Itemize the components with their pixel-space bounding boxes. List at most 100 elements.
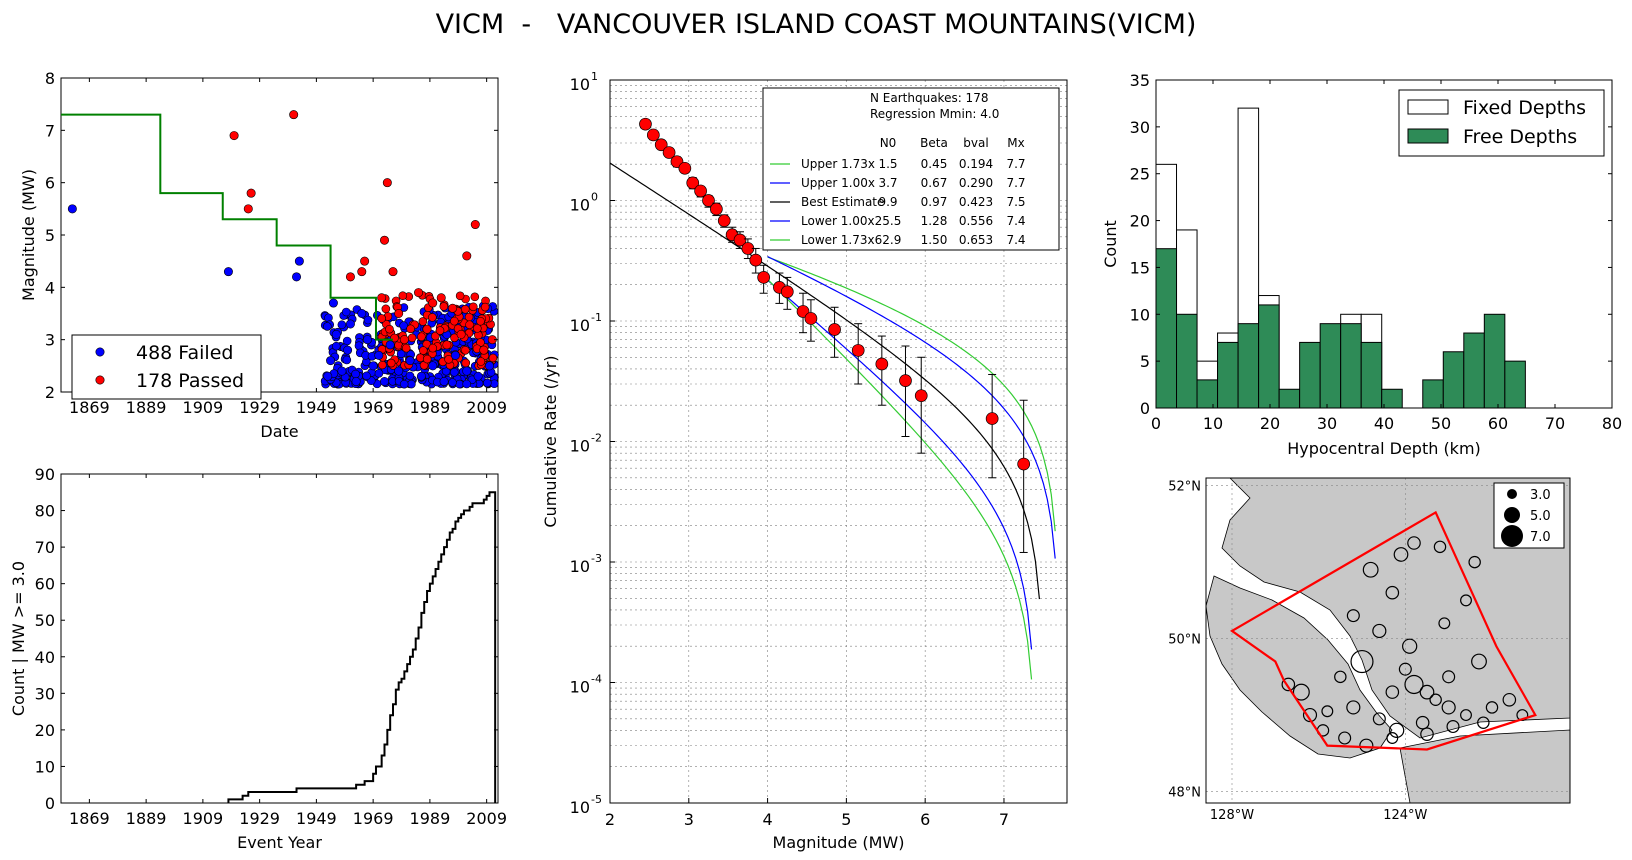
longitude-label: 128°W: [1210, 808, 1254, 823]
passed-point: [377, 293, 387, 303]
free-depth-bar: [1196, 379, 1219, 409]
passed-point: [418, 346, 428, 355]
legend-label: 178 Passed: [136, 370, 244, 392]
model-curve: [767, 256, 1056, 559]
failed-point: [351, 377, 361, 387]
failed-point: [328, 298, 338, 308]
legend-value: 7.7: [1006, 176, 1025, 190]
y-tick-label: 15: [1130, 258, 1150, 277]
free-depth-bar: [1278, 388, 1301, 409]
observed-point: [702, 194, 715, 207]
failed-point: [362, 335, 372, 345]
failed-point: [394, 366, 404, 376]
y-tick-exponent: -5: [591, 793, 602, 806]
cumulative-count-panel: 1869 1889 1909 1929 1949 1969 1989 2009 0 10 20 30 4…: [9, 465, 507, 852]
epicenter-marker: [1477, 716, 1490, 729]
legend-value: 25.5: [875, 214, 902, 228]
free-depth-bar: [1299, 341, 1321, 409]
passed-point: [418, 317, 428, 326]
x-tick-label: 1889: [126, 809, 167, 828]
model-curve: [609, 162, 1041, 600]
depth-histogram-panel: 0 10 20 30 40 50 60 70 80 0 5 10 15 20 25 30 35 Hypocentr…: [1101, 71, 1622, 458]
legend-label: Upper 1.73x: [801, 157, 875, 171]
epicenter-marker: [1359, 738, 1374, 753]
passed-point: [428, 298, 438, 308]
size-legend-label: 7.0: [1530, 530, 1551, 545]
failed-point: [292, 272, 302, 282]
y-tick-exponent: 0: [591, 191, 598, 204]
legend-value: 7.5: [1006, 195, 1025, 209]
legend-value: 0.423: [959, 195, 993, 209]
free-depth-bar: [1155, 248, 1178, 409]
legend-label: 488 Failed: [136, 342, 233, 364]
x-tick-label: 6: [920, 810, 930, 829]
free-depth-bar: [1360, 341, 1383, 409]
failed-point: [407, 379, 416, 389]
latitude-label: 50°N: [1168, 633, 1201, 648]
x-tick-label: 3: [684, 810, 694, 829]
legend-value: 3.7: [878, 176, 897, 190]
x-tick-label: 2009: [466, 398, 507, 417]
x-tick-label: 0: [1151, 414, 1161, 433]
y-axis-label: Cumulative Rate (/yr): [541, 355, 560, 527]
passed-point: [470, 220, 480, 230]
y-tick-label: 20: [35, 721, 55, 740]
passed-point: [382, 178, 392, 188]
failed-point: [473, 371, 483, 381]
x-tick-label: 1929: [239, 398, 280, 417]
x-tick-label: 1969: [353, 809, 394, 828]
legend-value: 0.45: [921, 157, 948, 171]
observed-point: [646, 128, 660, 142]
failed-point: [354, 341, 364, 351]
free-depth-bar: [1217, 341, 1239, 409]
passed-point: [246, 188, 256, 198]
free-depth-bar: [1483, 313, 1506, 409]
y-tick-label: 30: [35, 684, 55, 703]
y-tick-label: 10: [35, 757, 55, 776]
failed-point: [294, 256, 304, 266]
passed-point: [488, 353, 498, 363]
legend-label: Lower 1.73x: [801, 233, 875, 247]
epicenter-marker: [1441, 700, 1456, 715]
failed-point: [351, 369, 360, 379]
y-tick-exponent: -3: [591, 552, 602, 565]
free-depth-bar: [1340, 323, 1362, 409]
x-tick-label: 20: [1260, 414, 1280, 433]
failed-point: [331, 329, 341, 339]
failed-point: [450, 367, 459, 377]
y-tick-label: 35: [1130, 71, 1150, 90]
failed-point: [368, 361, 378, 371]
passed-point: [455, 291, 465, 301]
y-tick-exponent: -4: [591, 673, 602, 686]
y-tick-label: 40: [35, 648, 55, 667]
observed-point: [654, 138, 668, 152]
free-depth-bar: [1258, 304, 1280, 409]
legend-swatch: [1407, 99, 1449, 115]
epicenter-marker: [1420, 727, 1434, 741]
legend: 488 Failed 178 Passed: [71, 334, 262, 400]
free-depth-bar: [1319, 323, 1342, 409]
legend-column-header: Beta: [920, 136, 948, 150]
size-legend-label: 5.0: [1530, 509, 1551, 524]
legend-swatch: [1407, 128, 1449, 144]
observed-point: [717, 214, 731, 228]
y-tick-label: 10: [570, 196, 590, 215]
failed-point: [362, 371, 371, 381]
epicenter-marker: [1334, 670, 1347, 684]
y-tick-label: 3: [45, 331, 55, 350]
model-curve: [767, 256, 1056, 532]
passed-point: [417, 332, 426, 342]
observed-point: [914, 389, 928, 403]
x-tick-label: 1909: [183, 398, 224, 417]
epicenter-marker: [1346, 700, 1361, 715]
free-depth-bar: [1237, 323, 1260, 409]
failed-point: [345, 319, 355, 329]
passed-point: [476, 316, 485, 326]
free-depth-bar: [1504, 360, 1526, 409]
epicenter-marker: [1438, 617, 1451, 630]
observed-point: [757, 271, 770, 284]
failed-point: [223, 267, 233, 277]
failed-point: [67, 204, 77, 214]
y-tick-label: 0: [1140, 399, 1150, 418]
failed-point: [396, 349, 406, 359]
